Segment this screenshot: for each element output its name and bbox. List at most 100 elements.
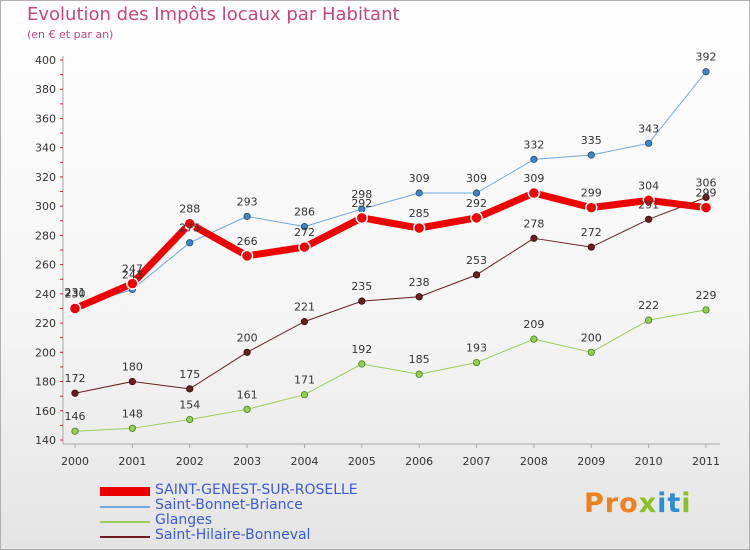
data-point bbox=[300, 223, 309, 231]
data-label: 266 bbox=[237, 235, 258, 248]
x-ticks: 2000 2001 2002 2003 2004 2005 2006 2007 2008 2009… bbox=[61, 444, 720, 468]
data-label: 278 bbox=[523, 217, 544, 230]
data-point bbox=[243, 405, 251, 413]
y-ticks: 140 160 180 200 220 240 260 280 300 320 340 360 380 4… bbox=[35, 54, 56, 447]
data-label: 172 bbox=[65, 372, 86, 385]
data-label: 288 bbox=[179, 203, 200, 216]
legend-swatch bbox=[100, 506, 150, 508]
data-label: 272 bbox=[581, 226, 602, 239]
x-tick-label: 2011 bbox=[692, 455, 720, 468]
data-point bbox=[358, 360, 366, 368]
data-label: 193 bbox=[466, 342, 487, 355]
data-point bbox=[587, 348, 595, 356]
data-label: 200 bbox=[581, 331, 602, 344]
y-tick-label: 360 bbox=[35, 112, 56, 125]
data-label: 292 bbox=[466, 197, 487, 210]
legend-label: SAINT-GENEST-SUR-ROSELLE bbox=[155, 482, 358, 498]
data-label: 335 bbox=[581, 134, 602, 147]
data-point bbox=[355, 211, 369, 225]
data-point bbox=[240, 249, 254, 263]
data-point bbox=[300, 391, 309, 399]
proxiti-logo: Proxiti bbox=[584, 488, 692, 519]
data-label: 272 bbox=[294, 226, 315, 239]
y-tick-label: 140 bbox=[35, 434, 56, 447]
data-label: 309 bbox=[523, 172, 544, 185]
y-tick-label: 340 bbox=[35, 142, 56, 155]
data-label: 230 bbox=[65, 287, 86, 300]
data-point bbox=[126, 277, 139, 290]
y-tick-label: 240 bbox=[35, 288, 56, 301]
data-point bbox=[71, 427, 79, 435]
data-label: 299 bbox=[696, 187, 717, 200]
logo-letter: i bbox=[657, 488, 668, 519]
data-label: 148 bbox=[122, 407, 143, 420]
x-tick-label: 2008 bbox=[520, 455, 548, 468]
x-tick-label: 2000 bbox=[61, 455, 89, 468]
legend-swatch bbox=[100, 487, 150, 496]
data-label: 299 bbox=[581, 187, 602, 200]
data-point bbox=[530, 335, 538, 343]
y-tick-label: 300 bbox=[35, 200, 56, 213]
data-label: 332 bbox=[523, 138, 544, 151]
data-label: 171 bbox=[294, 374, 315, 387]
data-label: 231 bbox=[65, 286, 86, 299]
data-point bbox=[128, 424, 136, 432]
logo-letter: t bbox=[667, 488, 682, 519]
data-point bbox=[412, 221, 426, 235]
data-point bbox=[472, 358, 481, 367]
data-point bbox=[702, 306, 710, 314]
y-tick-label: 220 bbox=[35, 317, 56, 330]
data-label: 309 bbox=[409, 172, 430, 185]
data-label: 243 bbox=[122, 268, 143, 281]
data-point bbox=[186, 239, 194, 247]
y-tick-label: 260 bbox=[35, 259, 56, 272]
data-label: 185 bbox=[409, 353, 430, 366]
data-label: 235 bbox=[351, 280, 372, 293]
data-label: 200 bbox=[237, 331, 258, 344]
y-tick-label: 380 bbox=[35, 83, 56, 96]
data-point bbox=[472, 271, 481, 279]
series-line bbox=[74, 71, 707, 308]
series-line bbox=[74, 309, 707, 432]
data-point bbox=[472, 189, 481, 197]
logo-letter: o bbox=[619, 488, 639, 519]
data-point bbox=[530, 234, 538, 242]
data-point bbox=[530, 155, 538, 163]
data-label: 291 bbox=[638, 198, 659, 211]
data-point bbox=[68, 302, 82, 315]
data-label: 275 bbox=[179, 222, 200, 235]
data-label: 221 bbox=[294, 301, 315, 314]
y-tick-label: 320 bbox=[35, 171, 56, 184]
data-label: 229 bbox=[696, 289, 717, 302]
data-point bbox=[186, 385, 194, 393]
data-label: 285 bbox=[409, 207, 430, 220]
data-point bbox=[587, 151, 595, 159]
axes bbox=[60, 56, 720, 445]
legend-label: Glanges bbox=[155, 512, 212, 528]
data-point bbox=[415, 189, 423, 197]
legend-swatch bbox=[100, 536, 150, 538]
data-label: 306 bbox=[696, 176, 717, 189]
x-tick-label: 2009 bbox=[577, 455, 605, 468]
series-line bbox=[73, 189, 707, 312]
y-tick-label: 160 bbox=[35, 405, 56, 418]
data-point bbox=[186, 415, 194, 424]
data-label: 343 bbox=[638, 122, 659, 135]
data-point bbox=[527, 186, 541, 200]
data-point bbox=[642, 194, 655, 207]
legend-label: Saint-Bonnet-Briance bbox=[155, 497, 303, 513]
data-label: 298 bbox=[351, 188, 372, 201]
logo-letter: i bbox=[681, 488, 692, 519]
logo-letter: P bbox=[584, 488, 605, 519]
data-point bbox=[358, 297, 366, 305]
data-label: 175 bbox=[179, 368, 200, 381]
x-tick-label: 2007 bbox=[463, 455, 491, 468]
data-point bbox=[298, 240, 311, 254]
data-point bbox=[243, 348, 251, 356]
series-layer bbox=[68, 68, 713, 435]
data-label: 154 bbox=[179, 399, 200, 412]
data-point bbox=[128, 377, 136, 386]
x-tick-label: 2010 bbox=[635, 455, 663, 468]
data-label: 180 bbox=[122, 361, 143, 374]
